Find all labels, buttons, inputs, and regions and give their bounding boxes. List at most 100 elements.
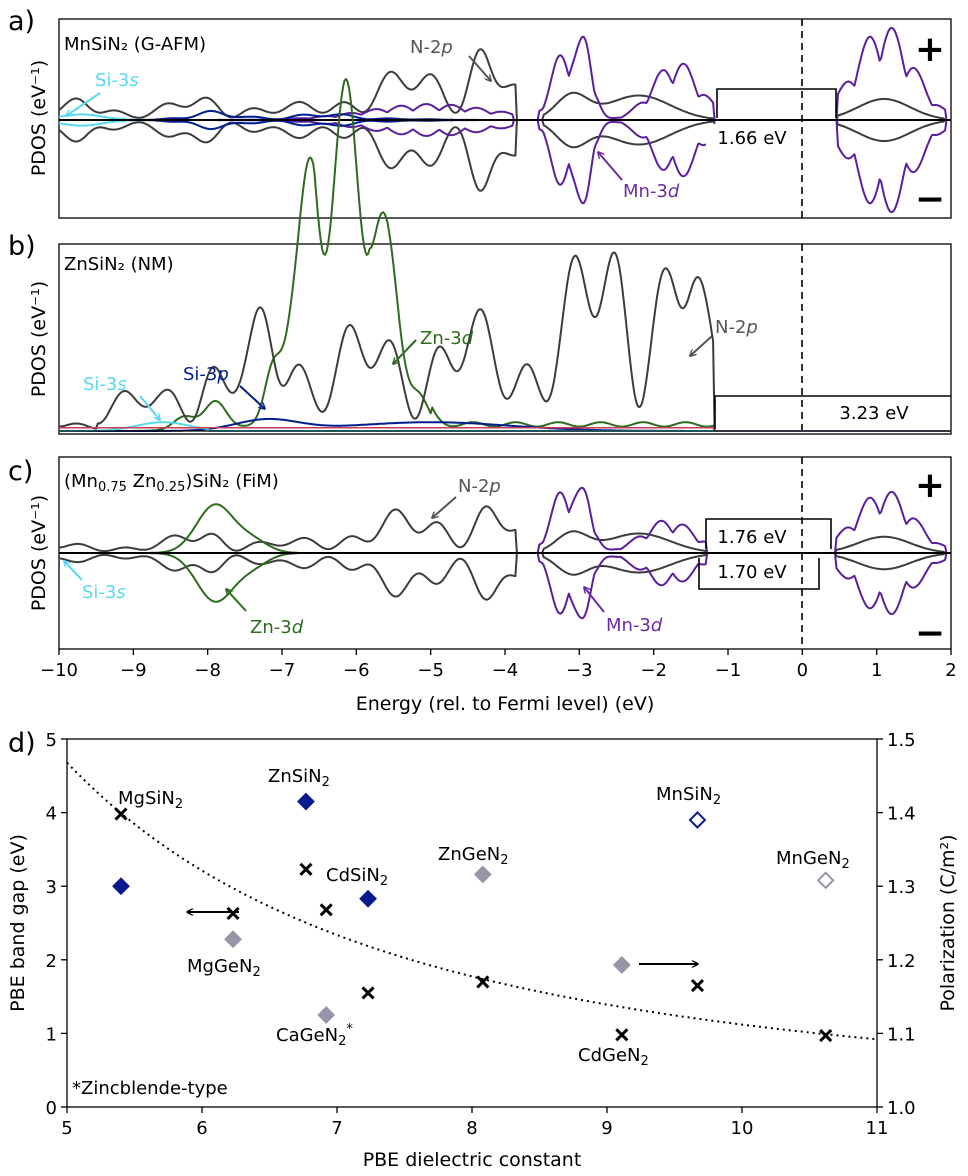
- panel-c-n2p-label: N-2p: [458, 476, 501, 497]
- panel-d-y2label: Polarization (C/m²): [937, 834, 959, 1011]
- panel-b-si3p-label: Si-3p: [183, 364, 229, 385]
- polarization-x-marker: [319, 903, 333, 917]
- polarization-x-marker: [819, 1029, 833, 1043]
- panel-d-ticks: 5 6 7 8 9 10 11 0 1 2 3 4 5 1.0 1.1 1.2 1.3 1.4 1.5: [46, 730, 916, 1139]
- polarization-tick-label: 1.5: [887, 730, 916, 751]
- bandgap-tick-label: 0: [46, 1098, 57, 1119]
- bandgap-tick-label: 1: [46, 1024, 57, 1045]
- panel-b-si3s-arrow: [139, 395, 160, 420]
- panel-c-zn3d-arrow: [226, 589, 247, 612]
- label-cdgen2: CdGeN2: [578, 1045, 649, 1069]
- panel-a-frame: [58, 18, 952, 219]
- polarization-x-marker: [615, 1028, 629, 1042]
- dielectric-tick-label: 9: [601, 1118, 612, 1139]
- panel-d-frame: [66, 738, 878, 1108]
- label-cdsin2: CdSiN2: [326, 865, 388, 889]
- energy-tick-label: −3: [566, 660, 593, 681]
- energy-tick-label: −9: [120, 660, 147, 681]
- polarization-x-marker: [476, 975, 490, 989]
- energy-tick-label: 1: [871, 660, 882, 681]
- panel-c-letter: c): [8, 456, 33, 487]
- panel-c-xlabel: Energy (rel. to Fermi level) (eV): [356, 693, 655, 715]
- label-mngen2: MnGeN2: [776, 848, 850, 872]
- panel-a-ylabel: PDOS (eV⁻¹): [28, 60, 50, 176]
- dielectric-tick-label: 7: [331, 1118, 342, 1139]
- panel-c-compound-label: (Mn0.75 Zn0.25)SiN₂ (FiM): [64, 471, 279, 495]
- panel-b-si3s-label: Si-3s: [83, 374, 127, 395]
- energy-tick-label: −2: [640, 660, 667, 681]
- panel-a: PDOS (eV⁻¹) MnSiN₂ (G-AFM) 1.66 eV + − S…: [28, 18, 952, 220]
- polarization-tick-label: 1.4: [887, 804, 916, 825]
- panel-b-gap-bracket: [714, 395, 951, 429]
- dielectric-tick-label: 11: [866, 1118, 889, 1139]
- panel-c-n2p-arrow: [432, 496, 457, 518]
- bandgap-diamond-marker: [297, 792, 315, 811]
- label-cagen2: CaGeN2*: [276, 1022, 353, 1049]
- panel-b-letter: b): [8, 231, 36, 262]
- bandgap-tick-label: 3: [46, 877, 57, 898]
- panel-a-gap-bracket: [716, 88, 837, 118]
- panel-a-mn3d-label: Mn-3d: [623, 181, 680, 202]
- bandgap-diamond-marker: [688, 811, 707, 829]
- energy-tick-label: 2: [945, 660, 956, 681]
- label-mgsin2: MgSiN2: [118, 788, 183, 812]
- bandgap-diamond-marker: [224, 930, 242, 949]
- panel-c-mn3d-down: [59, 552, 951, 620]
- energy-tick-label: −8: [194, 660, 221, 681]
- panel-a-mn3d-down: [59, 119, 951, 214]
- label-znsin2: ZnSiN2: [268, 766, 330, 790]
- panel-d-letter: d): [8, 728, 36, 759]
- bandgap-tick-label: 4: [46, 804, 57, 825]
- panel-c-si3s-label: Si-3s: [82, 582, 126, 603]
- panel-b-n2p-arrow: [690, 335, 713, 356]
- bandgap-diamond-marker: [816, 871, 835, 890]
- panel-a-n2p-label: N-2p: [410, 37, 453, 58]
- energy-tick-label: −7: [269, 660, 296, 681]
- panel-a-mn3d-arrow: [598, 152, 623, 181]
- energy-tick-label: −10: [40, 660, 78, 681]
- panel-b-frame: [58, 243, 952, 435]
- polarization-tick-label: 1.2: [887, 951, 916, 972]
- panel-d-fit-curve: [66, 761, 878, 1041]
- panel-b-gap-label: 3.23 eV: [839, 403, 909, 424]
- panel-c: PDOS (eV⁻¹) (Mn0.75 Zn0.25)SiN₂ (FiM) 1.…: [28, 456, 957, 715]
- panel-d-footnote: *Zincblende-type: [72, 1078, 228, 1099]
- polarization-x-marker: [299, 862, 313, 876]
- panel-c-mn3d-arrow: [584, 587, 605, 613]
- panel-c-spin-down-mark: −: [915, 613, 945, 654]
- energy-tick-label: 0: [797, 660, 808, 681]
- panel-a-spin-up-mark: +: [915, 29, 945, 70]
- panel-a-spin-down-mark: −: [915, 179, 945, 220]
- bandgap-diamond-marker: [317, 1006, 336, 1024]
- panel-a-si3s-label: Si-3s: [95, 70, 139, 91]
- energy-tick-label: −4: [492, 660, 519, 681]
- panel-a-n2p-arrow: [468, 55, 491, 81]
- panel-b-n2p-label: N-2p: [715, 317, 758, 338]
- polarization-x-marker: [690, 978, 705, 993]
- dielectric-tick-label: 5: [61, 1118, 72, 1139]
- panel-a-letter: a): [8, 6, 35, 37]
- label-zngen2: ZnGeN2: [438, 844, 509, 868]
- polarization-x-marker: [361, 986, 375, 1000]
- panel-b-ylabel: PDOS (eV⁻¹): [28, 281, 50, 397]
- panel-c-zn3d-label: Zn-3d: [250, 617, 304, 638]
- panel-a-gap-label: 1.66 eV: [717, 128, 787, 149]
- panel-d-points: [112, 792, 835, 1043]
- panel-d-xlabel: PBE dielectric constant: [363, 1149, 582, 1171]
- panel-b: PDOS (eV⁻¹) ZnSiN₂ (NM) 3.23 eV Si-3s Si…: [28, 78, 952, 435]
- panel-c-spin-up-mark: +: [915, 465, 945, 506]
- polarization-tick-label: 1.3: [887, 877, 916, 898]
- panel-c-mn3d-label: Mn-3d: [606, 615, 663, 636]
- panel-a-n2p-down: [58, 119, 951, 192]
- bandgap-tick-label: 5: [46, 730, 57, 751]
- panel-d: PBE band gap (eV) Polarization (C/m²) PB…: [7, 730, 959, 1171]
- energy-tick-label: −5: [417, 660, 444, 681]
- polarization-tick-label: 1.1: [887, 1024, 916, 1045]
- bandgap-diamond-marker: [473, 865, 492, 884]
- energy-tick-label: −6: [343, 660, 370, 681]
- panel-c-ylabel: PDOS (eV⁻¹): [28, 495, 50, 611]
- panel-c-gap-down-label: 1.70 eV: [717, 562, 787, 583]
- panel-c-gap-up-bracket: [705, 518, 832, 549]
- polarization-x-marker: [114, 807, 128, 821]
